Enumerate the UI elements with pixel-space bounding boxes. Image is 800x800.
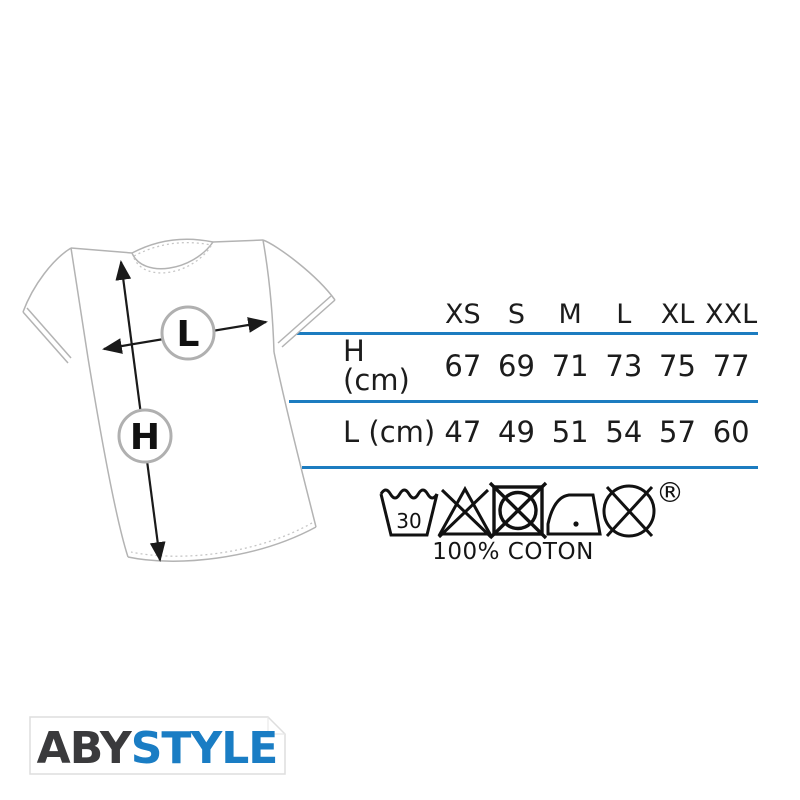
size-value: 54	[605, 414, 643, 449]
brand-logo-text: ABYSTYLE	[37, 723, 278, 774]
size-value: 49	[498, 414, 535, 449]
size-value: 69	[498, 348, 535, 383]
size-value: 51	[551, 414, 589, 449]
tshirt-silhouette	[23, 239, 335, 562]
size-value: 73	[605, 348, 643, 383]
size-value: 75	[659, 348, 696, 383]
size-value: 67	[444, 348, 482, 383]
brand-logo: ABYSTYLE	[29, 716, 286, 775]
registered-trademark: ®	[656, 480, 684, 509]
do-not-tumble-dry-icon	[488, 481, 548, 540]
height-label: H	[130, 417, 160, 458]
size-column-header: S	[507, 299, 526, 330]
tshirt-outline	[22, 238, 336, 562]
table-divider-line	[289, 400, 758, 403]
table-divider-line	[274, 332, 758, 335]
size-column-header: L	[616, 299, 632, 330]
brand-logo-accent: STYLE	[131, 723, 278, 774]
brand-logo-dark: ABY	[37, 723, 133, 774]
size-column-header: XXL	[705, 299, 758, 330]
width-label: L	[177, 314, 200, 355]
size-value: 60	[712, 414, 750, 449]
do-not-dry-clean-icon	[602, 484, 656, 538]
iron-low-heat-icon	[546, 493, 602, 536]
size-value: 57	[659, 414, 696, 449]
tshirt-stitching	[130, 242, 313, 557]
size-value: 47	[444, 414, 482, 449]
wash-30-icon	[379, 488, 439, 537]
size-column-header: XS	[445, 299, 481, 330]
size-table: XS S M L XL XXL H (cm) 67 69 71 73 75 77…	[340, 296, 758, 465]
size-column-header: M	[558, 299, 582, 330]
size-value: 77	[712, 348, 750, 383]
row-label-width: L (cm)	[343, 414, 436, 449]
logo-card-fold	[267, 717, 285, 735]
fabric-composition: 100% COTON	[432, 539, 594, 565]
care-symbols: 30 ®	[379, 480, 684, 540]
height-label-circle	[117, 408, 173, 464]
width-label-circle	[160, 305, 216, 361]
do-not-bleach-icon	[437, 485, 493, 539]
size-value: 71	[551, 348, 589, 383]
brand-logo-card	[29, 716, 286, 775]
table-divider-line	[302, 466, 758, 469]
tshirt-diagram: L H	[22, 238, 336, 562]
size-column-header: XL	[660, 299, 695, 330]
wash-temp-label: 30	[396, 509, 421, 533]
row-label-height: H (cm)	[343, 334, 410, 397]
